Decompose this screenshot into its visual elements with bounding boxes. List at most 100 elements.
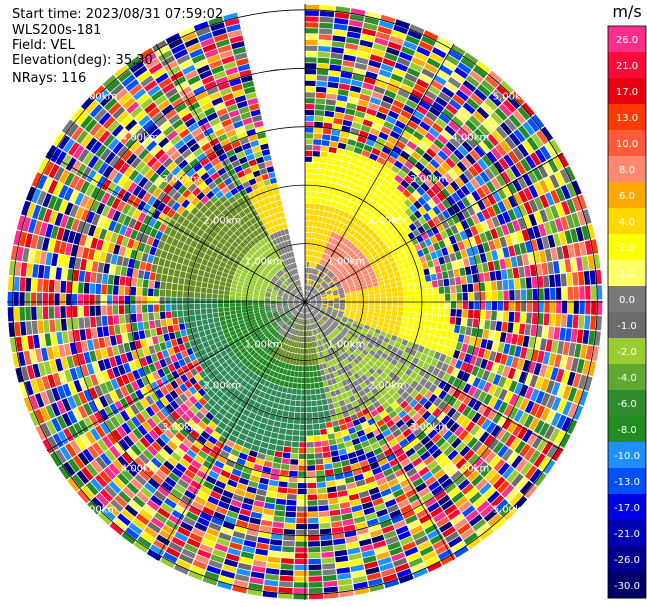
radar-gate	[277, 433, 286, 440]
radar-gate	[318, 278, 323, 284]
radar-gate	[515, 458, 528, 473]
radar-gate	[43, 320, 50, 333]
radar-gate	[298, 477, 307, 483]
radar-gate	[551, 381, 561, 396]
radar-gate	[554, 218, 564, 232]
radar-gate	[91, 496, 105, 511]
radar-gate	[199, 465, 211, 475]
radar-gate	[471, 440, 483, 453]
radar-gate	[405, 514, 418, 525]
radar-gate	[331, 275, 337, 280]
radar-gate	[50, 332, 58, 346]
radar-gate	[350, 309, 357, 313]
radar-gate	[515, 161, 527, 175]
radar-gate	[534, 420, 545, 434]
radar-gate	[356, 377, 364, 385]
radar-gate	[336, 342, 342, 349]
radar-gate	[186, 538, 201, 548]
radar-gate	[351, 306, 357, 310]
radar-gate	[345, 226, 352, 234]
radar-gate	[338, 209, 345, 217]
radar-gate	[339, 243, 346, 250]
radar-gate	[317, 51, 331, 58]
radar-gate	[391, 514, 404, 524]
radar-gate	[320, 318, 326, 323]
radar-gate	[406, 273, 413, 280]
radar-gate	[269, 474, 280, 481]
radar-gate	[319, 259, 324, 265]
radar-gate	[370, 492, 382, 501]
radar-gate	[298, 366, 303, 372]
radar-gate	[236, 309, 242, 314]
radar-gate	[400, 221, 408, 230]
radar-gate	[282, 324, 287, 329]
radar-gate	[332, 309, 339, 313]
radar-gate	[485, 251, 493, 262]
radar-gate	[418, 157, 429, 167]
radar-gate	[224, 373, 232, 381]
radar-gate	[136, 491, 149, 503]
radar-gate	[320, 280, 325, 286]
radar-gate	[441, 346, 450, 355]
radar-gate	[450, 293, 457, 301]
radar-gate	[308, 541, 320, 547]
radar-gate	[513, 369, 522, 382]
radar-gate	[36, 292, 43, 306]
radar-gate	[530, 152, 542, 166]
radar-gate	[191, 459, 202, 470]
radar-gate	[338, 172, 346, 180]
radar-gate	[191, 501, 204, 511]
radar-gate	[310, 191, 316, 198]
radar-gate	[308, 312, 312, 318]
radar-gate	[492, 374, 502, 386]
radar-gate	[168, 514, 182, 526]
radar-gate	[238, 477, 249, 486]
radar-gate	[228, 407, 237, 415]
radar-gate	[267, 341, 273, 348]
radar-gate	[398, 573, 414, 584]
radar-gate	[288, 476, 298, 483]
radar-gate	[457, 380, 467, 391]
radar-gate	[346, 241, 352, 248]
radar-gate	[194, 522, 208, 532]
radar-gate	[321, 308, 327, 311]
radar-gate	[381, 146, 392, 155]
radar-gate	[265, 348, 272, 354]
radar-gate	[461, 483, 474, 495]
radar-gate	[220, 569, 236, 579]
radar-gate	[321, 296, 328, 299]
radar-gate	[364, 371, 372, 378]
radar-gate	[417, 406, 427, 416]
radar-gate	[299, 319, 302, 325]
radar-gate	[364, 336, 371, 343]
radar-gate	[206, 565, 221, 575]
radar-gate	[119, 276, 126, 286]
radar-gate	[327, 307, 333, 311]
radar-gate	[513, 409, 524, 423]
radar-gate	[339, 322, 345, 327]
radar-gate	[290, 353, 295, 359]
radar-gate	[267, 333, 273, 340]
radar-gate	[350, 413, 358, 421]
radar-gate	[206, 303, 212, 309]
radar-gate	[513, 323, 520, 334]
radar-gate	[437, 494, 451, 506]
radar-gate	[341, 459, 350, 467]
radar-gate	[323, 586, 338, 593]
radar-gate	[459, 267, 466, 276]
radar-gate	[331, 378, 337, 385]
radar-gate	[432, 242, 441, 251]
radar-gate	[351, 400, 359, 408]
radar-gate	[316, 394, 322, 400]
radar-gate	[48, 306, 55, 319]
radar-gate	[422, 347, 431, 356]
radar-gate	[159, 464, 171, 476]
radar-gate	[457, 402, 467, 414]
radar-gate	[374, 545, 389, 555]
radar-gate	[309, 268, 312, 274]
radar-gate	[328, 317, 334, 322]
radar-gate	[210, 490, 222, 500]
radar-gate	[555, 368, 565, 383]
radar-gate	[217, 455, 227, 464]
radar-gate	[352, 510, 365, 518]
